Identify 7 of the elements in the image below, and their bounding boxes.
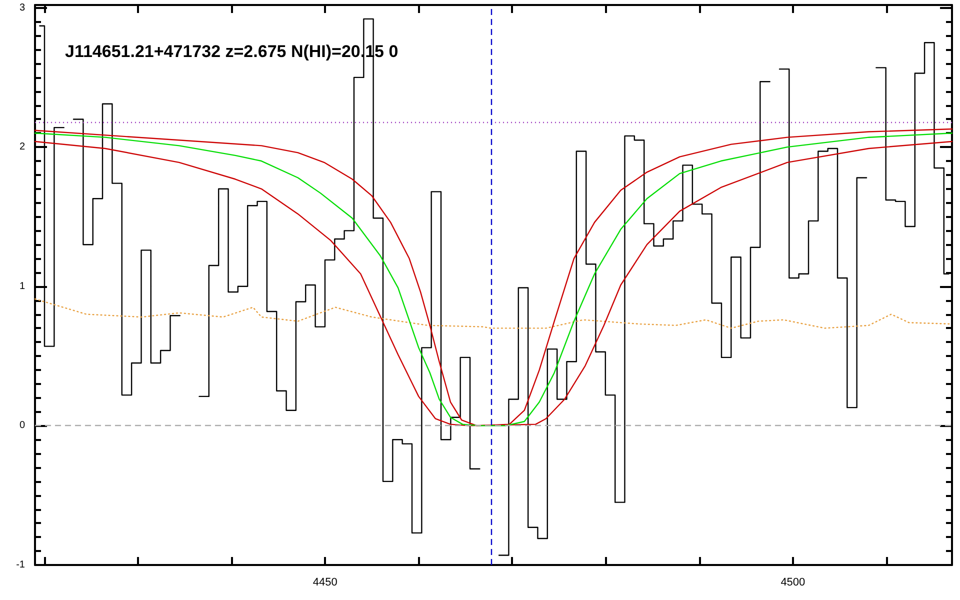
y-tick-label: 3	[19, 2, 26, 14]
y-tick-label: 1	[19, 280, 26, 292]
x-tick-label: 4450	[312, 576, 338, 588]
x-tick-label: 4500	[780, 576, 806, 588]
y-tick-label: 2	[19, 142, 26, 153]
y-tick-label: 0	[19, 420, 26, 432]
y-tick-label: -1	[16, 560, 26, 570]
